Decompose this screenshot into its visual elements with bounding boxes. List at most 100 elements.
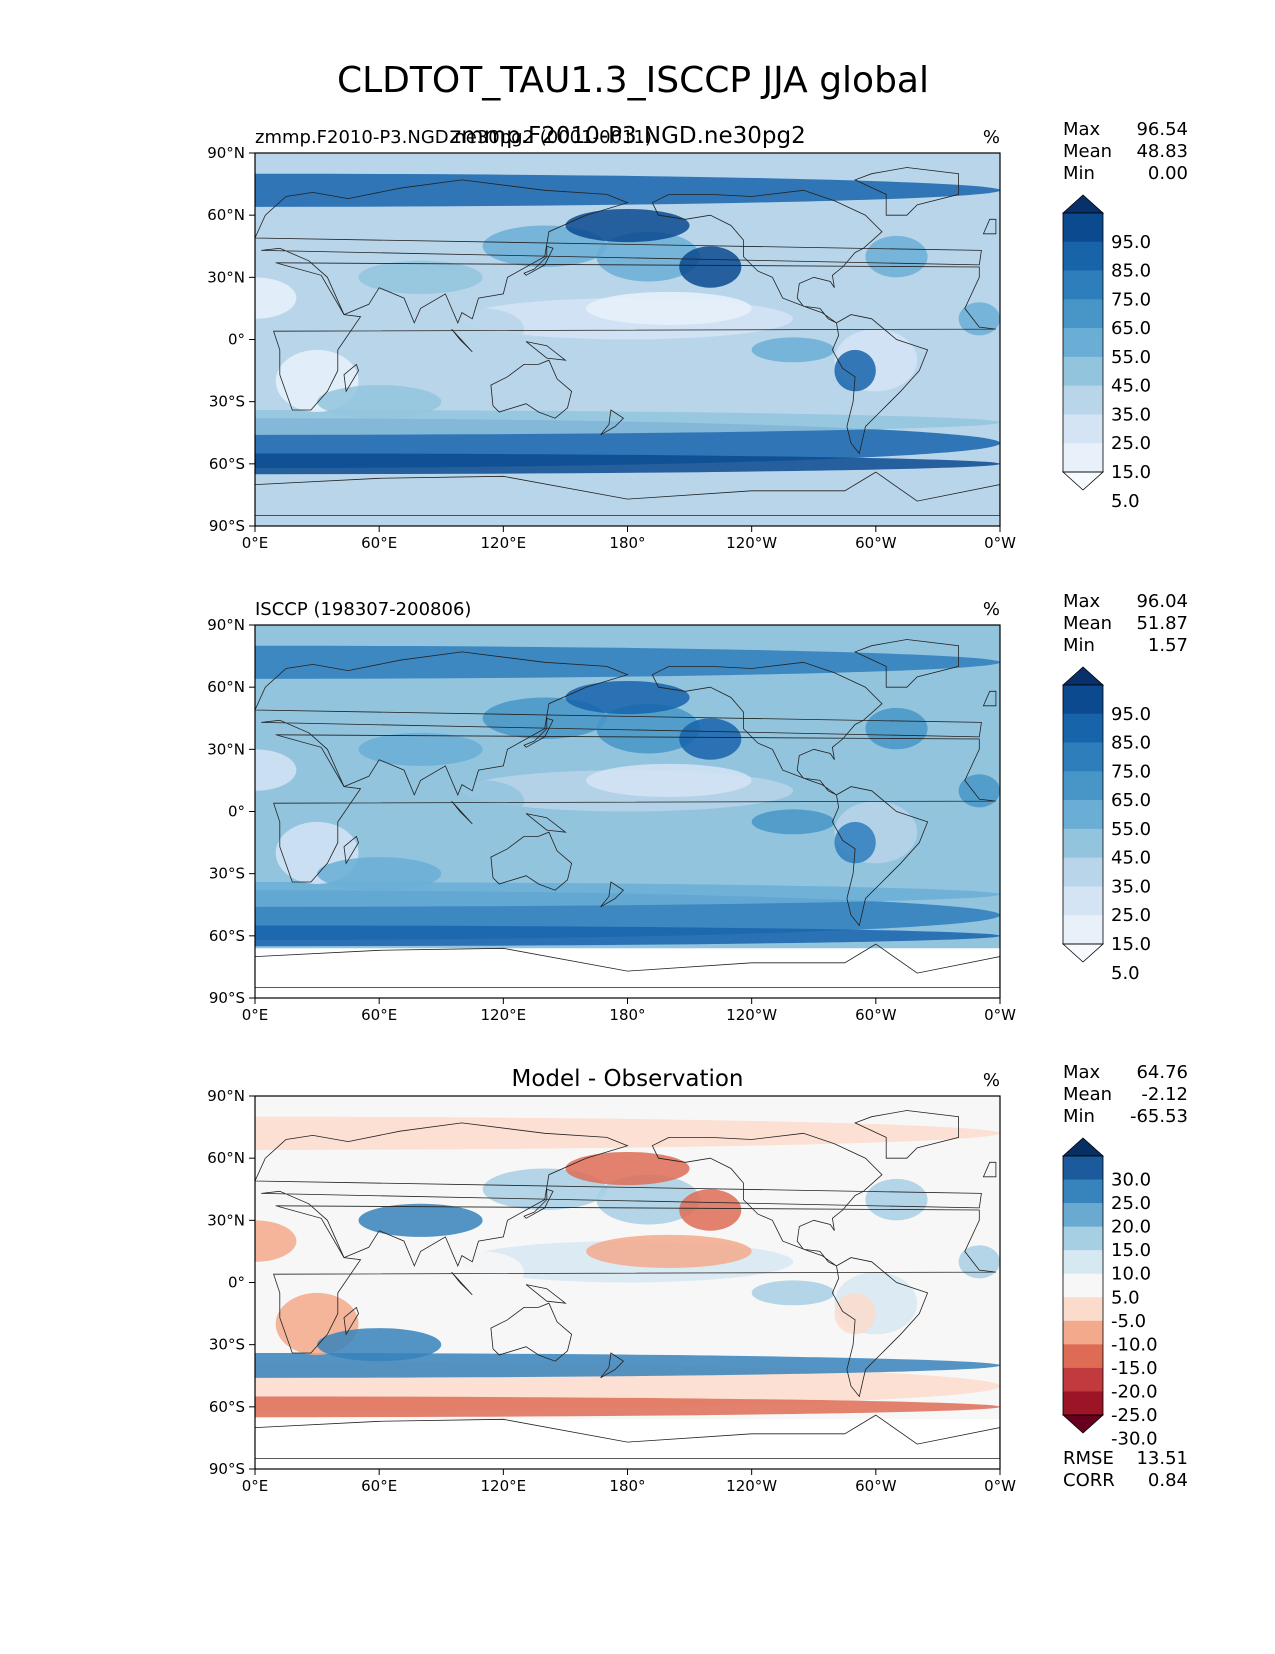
coastline bbox=[831, 314, 929, 455]
coastline bbox=[525, 813, 567, 833]
stat-value: 0.00 bbox=[1148, 163, 1188, 184]
stat-label: Max bbox=[1063, 591, 1101, 612]
panel-center-title: Model - Observation bbox=[511, 1066, 743, 1092]
colorbar-tick-label: 65.0 bbox=[1111, 790, 1151, 811]
coastline bbox=[982, 218, 997, 235]
colorbar-segment bbox=[1063, 213, 1103, 243]
map-contour-region bbox=[834, 821, 876, 864]
colorbar-segment bbox=[1063, 1156, 1103, 1180]
y-tick-label: 30°N bbox=[207, 268, 245, 286]
colorbar-tick-label: 15.0 bbox=[1111, 462, 1151, 483]
map-contour-region bbox=[255, 881, 1000, 907]
colorbar-segment bbox=[1063, 1250, 1103, 1275]
colorbar-segment bbox=[1063, 713, 1103, 743]
missing-data-region bbox=[255, 1419, 1000, 1469]
colorbar-frame bbox=[1062, 1155, 1104, 1416]
colorbar-tick-label: 25.0 bbox=[1111, 1193, 1151, 1214]
colorbar-extend-max bbox=[1061, 666, 1105, 686]
y-tick-label: 60°S bbox=[209, 1398, 245, 1416]
colorbar-tick-label: 5.0 bbox=[1111, 491, 1140, 512]
colorbar-tick-label: 65.0 bbox=[1111, 318, 1151, 339]
x-tick-label: 60°W bbox=[855, 534, 897, 552]
colorbar-segment bbox=[1063, 1344, 1103, 1369]
y-tick-label: 90°S bbox=[209, 517, 245, 535]
map-contour-region bbox=[679, 246, 742, 288]
colorbar-segment bbox=[1063, 771, 1103, 801]
stat-value: -2.12 bbox=[1141, 1084, 1188, 1105]
coastline bbox=[273, 1205, 996, 1354]
colorbar-tick-label: 45.0 bbox=[1111, 848, 1151, 869]
coastline bbox=[525, 341, 567, 361]
colorbar-segment bbox=[1063, 1179, 1103, 1204]
map-contour-region bbox=[317, 1328, 442, 1362]
map-contour-region bbox=[586, 1234, 752, 1268]
map-contour-region bbox=[441, 1251, 525, 1293]
colorbar-tick-label: 45.0 bbox=[1111, 376, 1151, 397]
map-contour-region bbox=[255, 173, 1000, 207]
map-contour-region bbox=[255, 749, 297, 791]
colorbar-tick-label: 30.0 bbox=[1111, 1170, 1151, 1191]
coastline bbox=[490, 1302, 573, 1362]
colorbar-tick-label: -5.0 bbox=[1111, 1311, 1146, 1332]
x-tick-label: 120°W bbox=[726, 1006, 777, 1024]
coastline bbox=[255, 943, 1000, 988]
panel-units: % bbox=[983, 1070, 1000, 1091]
coastline bbox=[651, 661, 883, 796]
map-contour-region bbox=[834, 1292, 876, 1335]
y-tick-label: 60°N bbox=[207, 678, 245, 696]
coastline bbox=[831, 786, 929, 927]
colorbar-segment bbox=[1063, 1320, 1103, 1345]
coastline bbox=[255, 1122, 982, 1267]
panel-left-title: ISCCP (198307-200806) bbox=[255, 599, 471, 620]
y-tick-label: 90°N bbox=[207, 616, 245, 634]
colorbar-segment bbox=[1063, 1391, 1103, 1416]
map-contour-region bbox=[865, 235, 928, 278]
map-contour-region bbox=[958, 1245, 1000, 1279]
panel-units: % bbox=[983, 599, 1000, 620]
y-tick-label: 60°S bbox=[209, 455, 245, 473]
y-tick-label: 30°S bbox=[209, 1336, 245, 1354]
map-contour-region bbox=[317, 857, 442, 891]
colorbar-segment bbox=[1063, 414, 1103, 444]
x-tick-label: 60°W bbox=[855, 1006, 897, 1024]
coastline bbox=[854, 1110, 959, 1159]
map-contour-region bbox=[255, 1220, 297, 1262]
colorbar-tick-label: 15.0 bbox=[1111, 934, 1151, 955]
map-contour-region bbox=[565, 1151, 690, 1186]
colorbar-segment bbox=[1063, 857, 1103, 887]
x-tick-label: 180° bbox=[609, 534, 645, 552]
map-contour-region bbox=[255, 1396, 1000, 1418]
colorbar-segment bbox=[1063, 742, 1103, 772]
colorbar-extend-min bbox=[1061, 471, 1105, 491]
colorbar-extend-min bbox=[1061, 1414, 1105, 1434]
stat-value: 64.76 bbox=[1136, 1062, 1188, 1083]
stat-label: Mean bbox=[1063, 613, 1112, 634]
stat-label: Max bbox=[1063, 1062, 1101, 1083]
colorbar-segment bbox=[1063, 1367, 1103, 1392]
colorbar-segment bbox=[1063, 1203, 1103, 1227]
map-contour-region bbox=[751, 1280, 835, 1306]
map-contour-region bbox=[255, 277, 297, 319]
colorbar-frame bbox=[1062, 212, 1104, 473]
colorbar-tick-label: 5.0 bbox=[1111, 1287, 1140, 1308]
colorbar-extend-max bbox=[1061, 1137, 1105, 1157]
colorbar-segment bbox=[1063, 1297, 1103, 1322]
colorbar-tick-label: 75.0 bbox=[1111, 761, 1151, 782]
coastline bbox=[255, 471, 1000, 516]
colorbar-tick-label: 35.0 bbox=[1111, 876, 1151, 897]
coastline bbox=[343, 363, 359, 393]
colorbar-tick-label: 95.0 bbox=[1111, 232, 1151, 253]
colorbar-tick-label: 15.0 bbox=[1111, 1240, 1151, 1261]
x-tick-label: 0°E bbox=[242, 534, 269, 552]
map-contour-region bbox=[255, 925, 1000, 947]
map-field bbox=[255, 153, 1000, 526]
coastline bbox=[255, 179, 982, 324]
map-contour-region bbox=[358, 1203, 483, 1237]
stat-value: 48.83 bbox=[1136, 141, 1188, 162]
colorbar-extend-max bbox=[1061, 194, 1105, 214]
map-contour-region bbox=[586, 763, 752, 797]
map-contour-region bbox=[358, 260, 483, 294]
x-tick-label: 0°W bbox=[984, 1006, 1016, 1024]
map-contour-region bbox=[958, 774, 1000, 808]
